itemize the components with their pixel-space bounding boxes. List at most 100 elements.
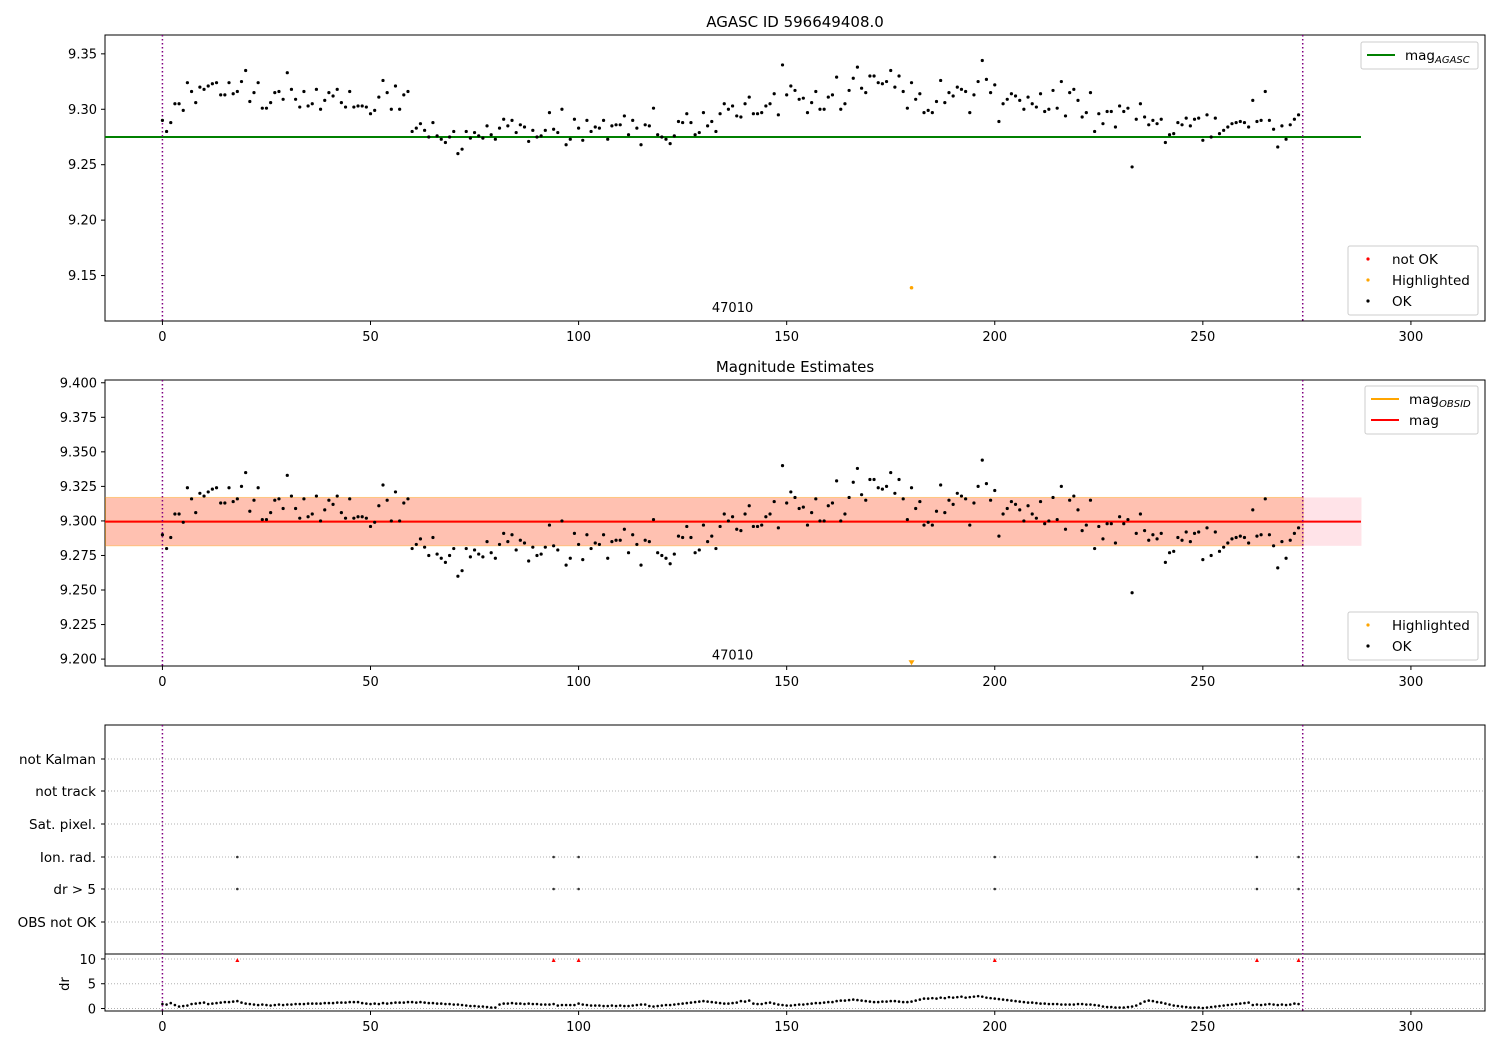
panel1-ok-point [984,77,989,81]
panel3-dr-tick-label: 0 [88,1003,96,1018]
panel3-dr-point [939,996,942,999]
panel3-dr-point [198,1001,202,1005]
panel2-ok-point [606,556,610,560]
panel2-ok-point [1276,566,1280,570]
panel3-x-tick-label: 50 [362,1020,379,1035]
panel2-ok-point [934,509,939,513]
panel2-ok-point [826,504,830,508]
panel1-y-tick-label: 9.30 [68,103,97,118]
panel1-ok-point [668,142,672,146]
panel3-dr-point [285,1003,289,1006]
panel2-ok-point [385,498,389,502]
panel1-y-tick-label: 9.15 [68,269,97,284]
panel1-ok-point [260,106,264,110]
panel1-ok-point [626,133,631,137]
panel1-ok-point [926,108,930,112]
panel2-ok-point [1176,535,1180,540]
panel3-dr-point [331,1001,335,1005]
panel2-bottom-legend-label: OK [1392,639,1413,655]
panel1-x-tick-label: 250 [1190,330,1215,345]
panel2-ok-point [939,483,943,487]
panel3-dr-point [1226,1003,1230,1007]
panel2-ok-point [968,523,972,527]
panel1-bottom-legend-box [1347,245,1479,316]
panel3-dr-point [976,994,980,998]
panel2-ok-point [830,501,835,505]
panel2-ok-point [1197,530,1201,534]
panel1-ok-point [835,75,839,79]
panel2-ok-point [202,494,206,498]
panel1-ok-point [614,123,618,127]
panel1-ok-point [1280,124,1284,128]
panel1-ok-point [327,91,331,95]
panel1-ok-point [1251,98,1255,103]
panel2-ok-point [972,501,976,505]
panel3-dr-point [223,1000,227,1004]
panel3-dr-point [1284,1003,1288,1007]
panel1-obsid-label: 47010 [712,301,753,316]
panel2-ok-point [1284,556,1288,560]
panel1-x-tick-label: 0 [158,330,166,345]
panel1-ok-point [1055,106,1059,110]
panel1-ok-point [1242,120,1247,125]
panel3-dr-point [1193,1006,1196,1009]
panel1-ok-point [939,78,943,83]
panel3-dr-point [439,1002,443,1005]
panel3-dr-point [1214,1005,1217,1008]
panel2-ok-point [1034,516,1038,520]
panel2-ok-point [406,497,410,501]
panel3-dr-clipped-marker [992,957,997,962]
panel2-ok-point [959,494,964,498]
panel1-ok-point [797,97,801,101]
panel3-dr-point [215,1001,218,1005]
panel1-ok-point [1276,145,1280,149]
panel2-ok-point [239,484,244,488]
panel1-ok-point [1192,117,1197,121]
panel2-ok-point [1226,541,1230,545]
panel2-ok-point [576,542,581,547]
panel1-ok-point [1047,107,1051,111]
panel2-ok-point [730,515,735,519]
panel1-ok-point [1142,115,1147,119]
panel1-ok-point [1022,107,1026,111]
panel3-dr-point [385,1002,389,1005]
panel3-dr-point [431,1001,435,1005]
panel2-ok-point [801,505,805,509]
panel3-dr-point [244,1002,247,1005]
panel3-dr-point [265,1003,268,1007]
panel3-flag-hit [236,855,239,859]
panel2-ok-point [1147,538,1151,542]
panel3-dr-point [610,1004,614,1007]
panel3-dr-point [252,1003,256,1006]
panel1-ok-point [1259,118,1263,122]
panel3-dr-clipped-marker [551,957,556,962]
panel1-ok-point [747,95,751,99]
panel1-ok-point [647,124,651,128]
panel1-y-tick-label: 9.35 [68,47,97,62]
panel3-dr-point [1005,998,1009,1002]
panel1-ok-point [810,101,814,105]
panel3-dr-point [739,999,743,1003]
panel1-ok-point [398,107,402,111]
panel1-ok-point [339,101,343,105]
panel3-dr-point [743,1000,747,1003]
panel2-obsid-label: 47010 [712,648,753,663]
panel2-ok-point [1055,517,1059,522]
panel2-ok-point [181,520,185,524]
panel1-ok-point [1172,132,1176,136]
panel3-dr-point [714,1001,718,1004]
panel3-dr-point [1055,1002,1059,1006]
panel3-dr-point [481,1005,485,1008]
panel1-ok-point [988,91,993,95]
panel2-ok-point [547,523,552,527]
panel3-dr-point [918,998,922,1001]
panel3-flag-label: dr > 5 [53,882,96,898]
panel3-dr-point [1272,1003,1275,1006]
panel3-dr-point [627,1004,630,1008]
panel1-ok-point [1005,97,1009,101]
panel1-ok-point [735,114,739,118]
panel1-ok-point [943,101,947,105]
panel2-ok-point [914,506,918,511]
panel2-ok-point [785,501,789,505]
panel3-dr-point [161,1002,164,1006]
